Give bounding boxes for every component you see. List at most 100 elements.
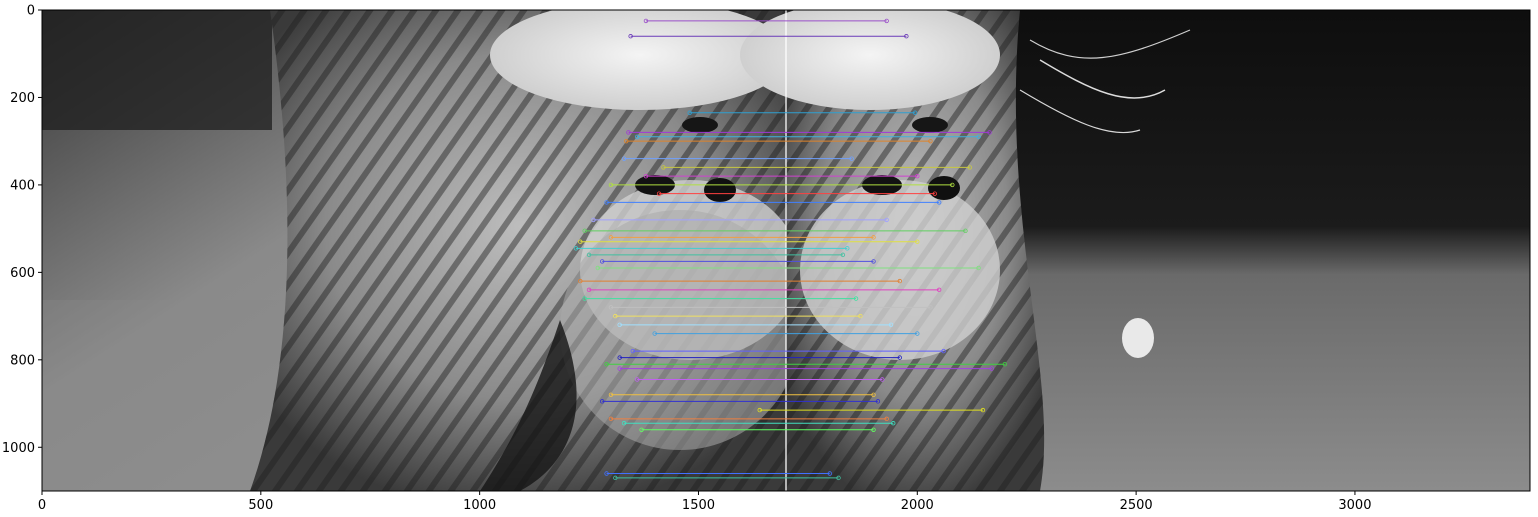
match-line bbox=[757, 407, 986, 413]
match-line bbox=[586, 252, 846, 258]
match-line bbox=[582, 296, 859, 301]
keypoint-right bbox=[845, 246, 850, 251]
x-tick-label: 1500 bbox=[682, 498, 715, 513]
keypoint-left bbox=[586, 287, 592, 293]
keypoint-left bbox=[573, 246, 579, 251]
match-line bbox=[586, 287, 942, 293]
keypoint-right bbox=[932, 191, 937, 196]
keypoint-left bbox=[613, 313, 618, 319]
keypoint-left bbox=[624, 138, 629, 144]
right-cat-paws bbox=[740, 10, 1191, 491]
keypoint-right bbox=[980, 407, 986, 413]
y-tick-label: 0 bbox=[27, 4, 35, 19]
keypoint-left bbox=[613, 475, 618, 481]
keypoint-left bbox=[639, 427, 644, 432]
match-lines bbox=[573, 18, 1008, 481]
x-tick-label: 1000 bbox=[463, 498, 496, 513]
match-line bbox=[608, 392, 876, 397]
keypoint-right bbox=[967, 165, 973, 170]
match-line bbox=[617, 355, 902, 360]
keypoint-right bbox=[904, 34, 909, 39]
keypoint-right bbox=[897, 278, 902, 284]
match-line bbox=[617, 322, 894, 328]
match-line bbox=[643, 173, 920, 179]
keypoint-left bbox=[630, 348, 636, 354]
keypoint-left bbox=[608, 392, 614, 397]
match-line bbox=[591, 217, 889, 223]
match-line bbox=[661, 165, 973, 170]
keypoint-right bbox=[853, 296, 859, 301]
keypoint-left bbox=[652, 331, 657, 336]
keypoint-left bbox=[608, 182, 614, 188]
keypoint-left bbox=[617, 355, 622, 360]
keypoint-right bbox=[928, 138, 933, 144]
left-cat-paws bbox=[250, 10, 800, 491]
keypoint-right bbox=[897, 355, 902, 360]
keypoint-right bbox=[950, 182, 955, 188]
keypoint-right bbox=[840, 252, 846, 258]
match-line bbox=[621, 421, 896, 426]
keypoint-right bbox=[836, 475, 841, 481]
match-line bbox=[608, 416, 889, 422]
axes-frame bbox=[41, 9, 1531, 492]
match-line bbox=[639, 427, 876, 432]
x-tick-label: 500 bbox=[248, 498, 273, 513]
keypoint-left bbox=[595, 265, 601, 271]
keypoint-left bbox=[621, 421, 627, 426]
y-axis: 0 200 400 600 800 1000 bbox=[2, 4, 42, 456]
match-line bbox=[604, 361, 1008, 367]
keypoint-right bbox=[928, 305, 933, 310]
keypoint-left bbox=[604, 200, 609, 205]
keypoint-right bbox=[941, 348, 946, 354]
match-line bbox=[617, 366, 994, 371]
x-tick-label: 3000 bbox=[1338, 498, 1371, 513]
keypoint-left bbox=[599, 259, 605, 264]
match-line bbox=[643, 18, 889, 24]
keypoint-right bbox=[884, 416, 889, 422]
match-line bbox=[687, 110, 918, 115]
keypoint-right bbox=[936, 200, 942, 205]
match-line bbox=[599, 399, 881, 404]
keypoint-right bbox=[891, 421, 896, 426]
match-line bbox=[578, 239, 920, 244]
keypoint-right bbox=[987, 130, 992, 135]
keypoint-left bbox=[687, 110, 692, 115]
keypoint-right bbox=[888, 322, 894, 328]
match-line bbox=[652, 331, 920, 336]
keypoint-right bbox=[936, 287, 942, 293]
keypoint-right bbox=[915, 173, 920, 179]
match-line bbox=[608, 235, 876, 240]
match-line bbox=[621, 156, 854, 161]
keypoint-left bbox=[621, 156, 627, 161]
x-tick-label: 0 bbox=[38, 498, 46, 513]
keypoint-right bbox=[880, 377, 885, 382]
y-tick-label: 400 bbox=[10, 178, 35, 193]
keypoint-left bbox=[617, 366, 622, 371]
keypoint-left bbox=[599, 399, 605, 404]
match-line bbox=[635, 377, 885, 382]
keypoint-right bbox=[871, 235, 876, 240]
keypoint-right bbox=[989, 366, 994, 371]
keypoint-right bbox=[884, 18, 889, 24]
match-line bbox=[604, 471, 832, 476]
y-tick-label: 800 bbox=[10, 353, 35, 368]
keypoint-left bbox=[604, 471, 609, 476]
match-line bbox=[624, 138, 933, 144]
keypoint-right bbox=[976, 265, 981, 271]
match-line bbox=[608, 305, 933, 310]
keypoint-left bbox=[586, 252, 592, 258]
keypoint-right bbox=[915, 239, 920, 244]
x-axis: 0 500 1000 1500 2000 2500 3000 bbox=[38, 491, 1371, 513]
match-line bbox=[635, 134, 981, 140]
match-line bbox=[599, 259, 876, 264]
keypoint-right bbox=[871, 392, 876, 397]
x-tick-label: 2000 bbox=[901, 498, 934, 513]
keypoint-left bbox=[582, 228, 587, 234]
keypoint-right bbox=[871, 259, 876, 264]
keypoint-right bbox=[884, 217, 889, 223]
keypoint-right bbox=[858, 313, 863, 319]
match-line bbox=[656, 191, 937, 196]
y-tick-label: 600 bbox=[10, 266, 35, 281]
match-line bbox=[626, 130, 992, 135]
